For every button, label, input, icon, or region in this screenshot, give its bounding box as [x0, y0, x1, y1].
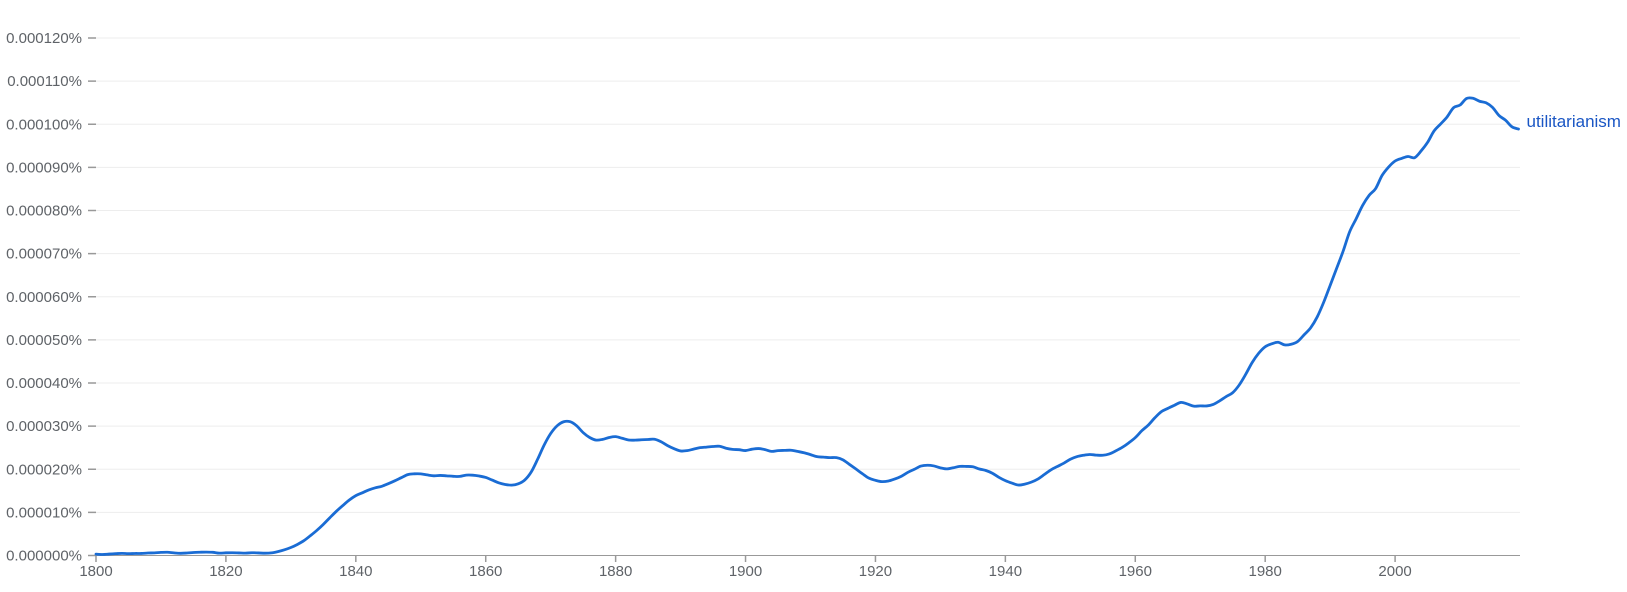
svg-text:0.000060%: 0.000060% — [6, 289, 82, 306]
svg-text:0.000040%: 0.000040% — [6, 375, 82, 392]
svg-text:1920: 1920 — [859, 563, 892, 580]
svg-text:0.000110%: 0.000110% — [7, 73, 82, 90]
svg-text:1860: 1860 — [469, 563, 502, 580]
svg-text:1800: 1800 — [79, 563, 112, 580]
svg-text:1820: 1820 — [209, 563, 242, 580]
svg-text:1840: 1840 — [339, 563, 372, 580]
svg-text:1900: 1900 — [729, 563, 762, 580]
svg-text:0.000090%: 0.000090% — [6, 159, 82, 176]
svg-text:0.000000%: 0.000000% — [6, 548, 82, 565]
svg-text:0.000080%: 0.000080% — [6, 203, 82, 220]
svg-text:0.000120%: 0.000120% — [6, 30, 82, 47]
svg-text:1960: 1960 — [1119, 563, 1152, 580]
svg-text:0.000010%: 0.000010% — [6, 504, 82, 521]
svg-text:1940: 1940 — [989, 563, 1022, 580]
svg-text:utilitarianism: utilitarianism — [1527, 112, 1621, 131]
svg-text:1980: 1980 — [1248, 563, 1281, 580]
svg-text:0.000020%: 0.000020% — [6, 461, 82, 478]
svg-text:0.000100%: 0.000100% — [6, 116, 82, 133]
svg-text:0.000030%: 0.000030% — [6, 418, 82, 435]
svg-text:0.000050%: 0.000050% — [6, 332, 82, 349]
svg-text:2000: 2000 — [1378, 563, 1411, 580]
svg-text:1880: 1880 — [599, 563, 632, 580]
svg-text:0.000070%: 0.000070% — [6, 246, 82, 263]
